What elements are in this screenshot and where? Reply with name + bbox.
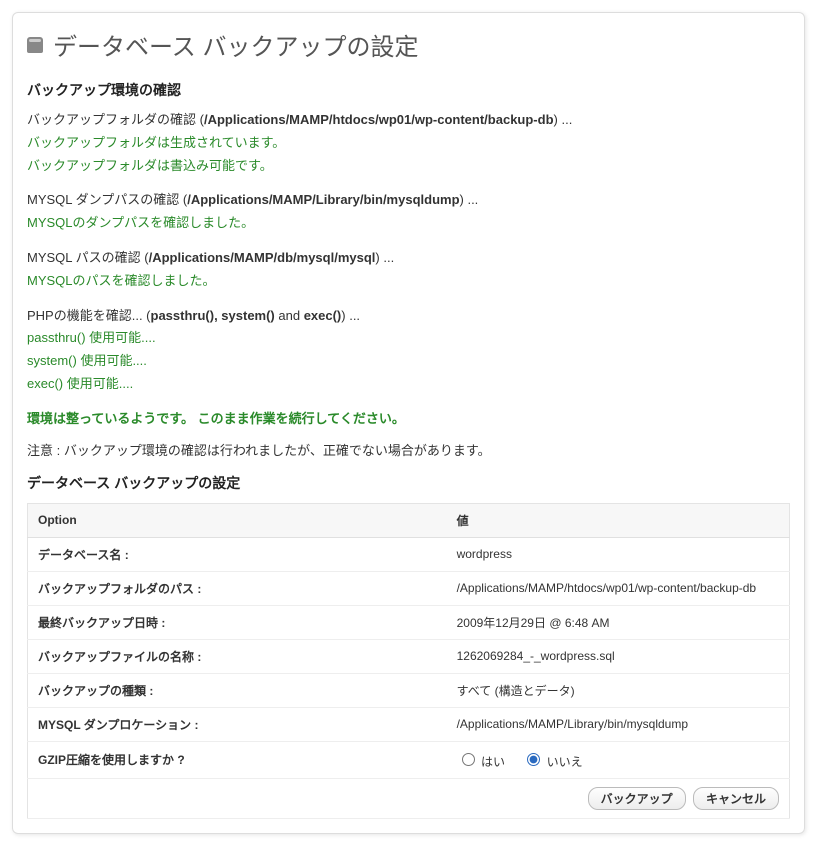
env-folder-line: バックアップフォルダの確認 (/Applications/MAMP/htdocs… xyxy=(27,110,790,131)
gzip-no-radio[interactable] xyxy=(527,753,540,766)
table-row: MYSQL ダンプロケーション :/Applications/MAMP/Libr… xyxy=(28,707,790,741)
table-cell-value: 2009年12月29日 @ 6:48 AM xyxy=(447,605,790,639)
env-mysql-msg: MYSQLのパスを確認しました。 xyxy=(27,271,790,292)
env-dump-line: MYSQL ダンプパスの確認 (/Applications/MAMP/Libra… xyxy=(27,190,790,211)
env-php-msg1: passthru() 使用可能.... xyxy=(27,328,790,349)
table-row: 最終バックアップ日時 :2009年12月29日 @ 6:48 AM xyxy=(28,605,790,639)
table-cell-key: 最終バックアップ日時 : xyxy=(28,605,447,639)
table-cell-key: MYSQL ダンプロケーション : xyxy=(28,707,447,741)
env-note: 注意 : バックアップ環境の確認は行われましたが、正確でない場合があります。 xyxy=(27,440,790,459)
gzip-yes-label[interactable]: はい xyxy=(457,755,509,769)
table-row: バックアップの種類 :すべて (構造とデータ) xyxy=(28,673,790,707)
env-mysql-line: MYSQL パスの確認 (/Applications/MAMP/db/mysql… xyxy=(27,248,790,269)
table-row: データベース名 :wordpress xyxy=(28,537,790,571)
page-title-text: データベース バックアップの設定 xyxy=(53,27,418,62)
table-cell-value: 1262069284_-_wordpress.sql xyxy=(447,639,790,673)
button-row: バックアップ キャンセル xyxy=(28,778,790,818)
gzip-row: GZIP圧縮を使用しますか ? はい いいえ xyxy=(28,741,790,778)
env-heading: バックアップ環境の確認 xyxy=(27,80,790,100)
env-ok: 環境は整っているようです。 このまま作業を続行してください。 xyxy=(27,409,790,430)
env-php-msg3: exec() 使用可能.... xyxy=(27,374,790,395)
env-folder-msg2: バックアップフォルダは書込み可能です。 xyxy=(27,156,790,177)
backup-button[interactable]: バックアップ xyxy=(588,787,686,810)
table-row: バックアップファイルの名称 :1262069284_-_wordpress.sq… xyxy=(28,639,790,673)
cancel-button[interactable]: キャンセル xyxy=(693,787,779,810)
env-php-msg2: system() 使用可能.... xyxy=(27,351,790,372)
database-icon xyxy=(27,37,43,53)
env-dump-msg: MYSQLのダンプパスを確認しました。 xyxy=(27,213,790,234)
table-cell-value: /Applications/MAMP/Library/bin/mysqldump xyxy=(447,707,790,741)
table-cell-value: すべて (構造とデータ) xyxy=(447,673,790,707)
env-php-block: PHPの機能を確認... (passthru(), system() and e… xyxy=(27,306,790,395)
env-mysql-block: MYSQL パスの確認 (/Applications/MAMP/db/mysql… xyxy=(27,248,790,292)
table-cell-value: wordpress xyxy=(447,537,790,571)
gzip-no-label[interactable]: いいえ xyxy=(522,755,582,769)
env-php-line: PHPの機能を確認... (passthru(), system() and e… xyxy=(27,306,790,327)
env-folder-msg1: バックアップフォルダは生成されています。 xyxy=(27,133,790,154)
table-cell-key: データベース名 : xyxy=(28,537,447,571)
settings-table: Option 値 データベース名 :wordpressバックアップフォルダのパス… xyxy=(27,503,790,819)
table-cell-key: バックアップの種類 : xyxy=(28,673,447,707)
settings-panel: データベース バックアップの設定 バックアップ環境の確認 バックアップフォルダの… xyxy=(12,12,805,834)
settings-heading: データベース バックアップの設定 xyxy=(27,473,790,493)
col-option: Option xyxy=(28,503,447,537)
gzip-label: GZIP圧縮を使用しますか ? xyxy=(28,741,447,778)
gzip-yes-radio[interactable] xyxy=(462,753,475,766)
table-cell-key: バックアップフォルダのパス : xyxy=(28,571,447,605)
table-cell-value: /Applications/MAMP/htdocs/wp01/wp-conten… xyxy=(447,571,790,605)
env-dump-block: MYSQL ダンプパスの確認 (/Applications/MAMP/Libra… xyxy=(27,190,790,234)
col-value: 値 xyxy=(447,503,790,537)
page-title: データベース バックアップの設定 xyxy=(27,27,790,62)
env-folder-block: バックアップフォルダの確認 (/Applications/MAMP/htdocs… xyxy=(27,110,790,176)
table-cell-key: バックアップファイルの名称 : xyxy=(28,639,447,673)
table-row: バックアップフォルダのパス :/Applications/MAMP/htdocs… xyxy=(28,571,790,605)
